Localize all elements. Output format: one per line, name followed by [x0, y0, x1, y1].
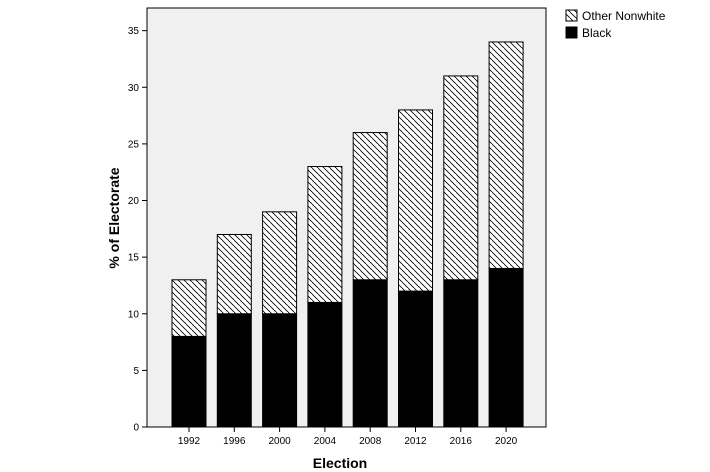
- bar-other-nonwhite-2016: [443, 75, 479, 281]
- y-axis: 0 5 10 15 20 25 30 35: [128, 8, 148, 434]
- legend-swatch-black: [565, 26, 578, 39]
- bar-other-nonwhite-1992: [171, 279, 207, 337]
- legend: Other Nonwhite Black: [565, 9, 666, 40]
- x-tick-label: 1992: [178, 436, 201, 447]
- y-tick-label: 0: [133, 423, 139, 434]
- bar-other-nonwhite-2004: [307, 166, 343, 303]
- y-tick-label: 30: [128, 83, 140, 94]
- bar-black-2012: [398, 290, 433, 428]
- bar-black-2000: [262, 313, 298, 428]
- x-tick-label: 1996: [223, 436, 246, 447]
- bar-other-nonwhite-2000: [262, 211, 298, 315]
- y-tick-label: 35: [128, 26, 140, 37]
- bar-other-nonwhite-2012: [398, 109, 433, 292]
- x-tick-label: 2004: [314, 436, 337, 447]
- y-tick-label: 25: [128, 139, 140, 150]
- bars-group: [171, 41, 524, 428]
- y-tick-label: 10: [128, 309, 140, 320]
- bar-black-2020: [488, 267, 524, 428]
- bar-black-2004: [307, 301, 343, 428]
- bar-black-1996: [216, 313, 252, 428]
- legend-label-black: Black: [582, 26, 612, 40]
- y-tick-label: 15: [128, 253, 140, 264]
- y-tick-label: 20: [128, 196, 140, 207]
- bar-black-2008: [352, 279, 388, 428]
- bar-other-nonwhite-1996: [216, 233, 252, 315]
- x-tick-label: 2016: [450, 436, 473, 447]
- bar-black-1992: [171, 335, 207, 428]
- y-axis-title: % of Electorate: [106, 167, 122, 268]
- x-axis: 1992 1996 2000 2004 2008 2012 2016 2020: [178, 427, 518, 447]
- x-tick-label: 2020: [495, 436, 518, 447]
- y-tick-label: 5: [133, 366, 139, 377]
- x-tick-label: 2012: [404, 436, 427, 447]
- legend-label-other-nonwhite: Other Nonwhite: [582, 9, 666, 23]
- plot-area: [146, 7, 547, 428]
- x-axis-title: Election: [313, 455, 367, 471]
- x-tick-label: 2008: [359, 436, 382, 447]
- legend-swatch-other-nonwhite: [565, 9, 578, 22]
- bar-black-2016: [443, 279, 479, 428]
- bar-other-nonwhite-2020: [488, 41, 524, 269]
- bar-other-nonwhite-2008: [352, 132, 388, 281]
- x-tick-label: 2000: [268, 436, 291, 447]
